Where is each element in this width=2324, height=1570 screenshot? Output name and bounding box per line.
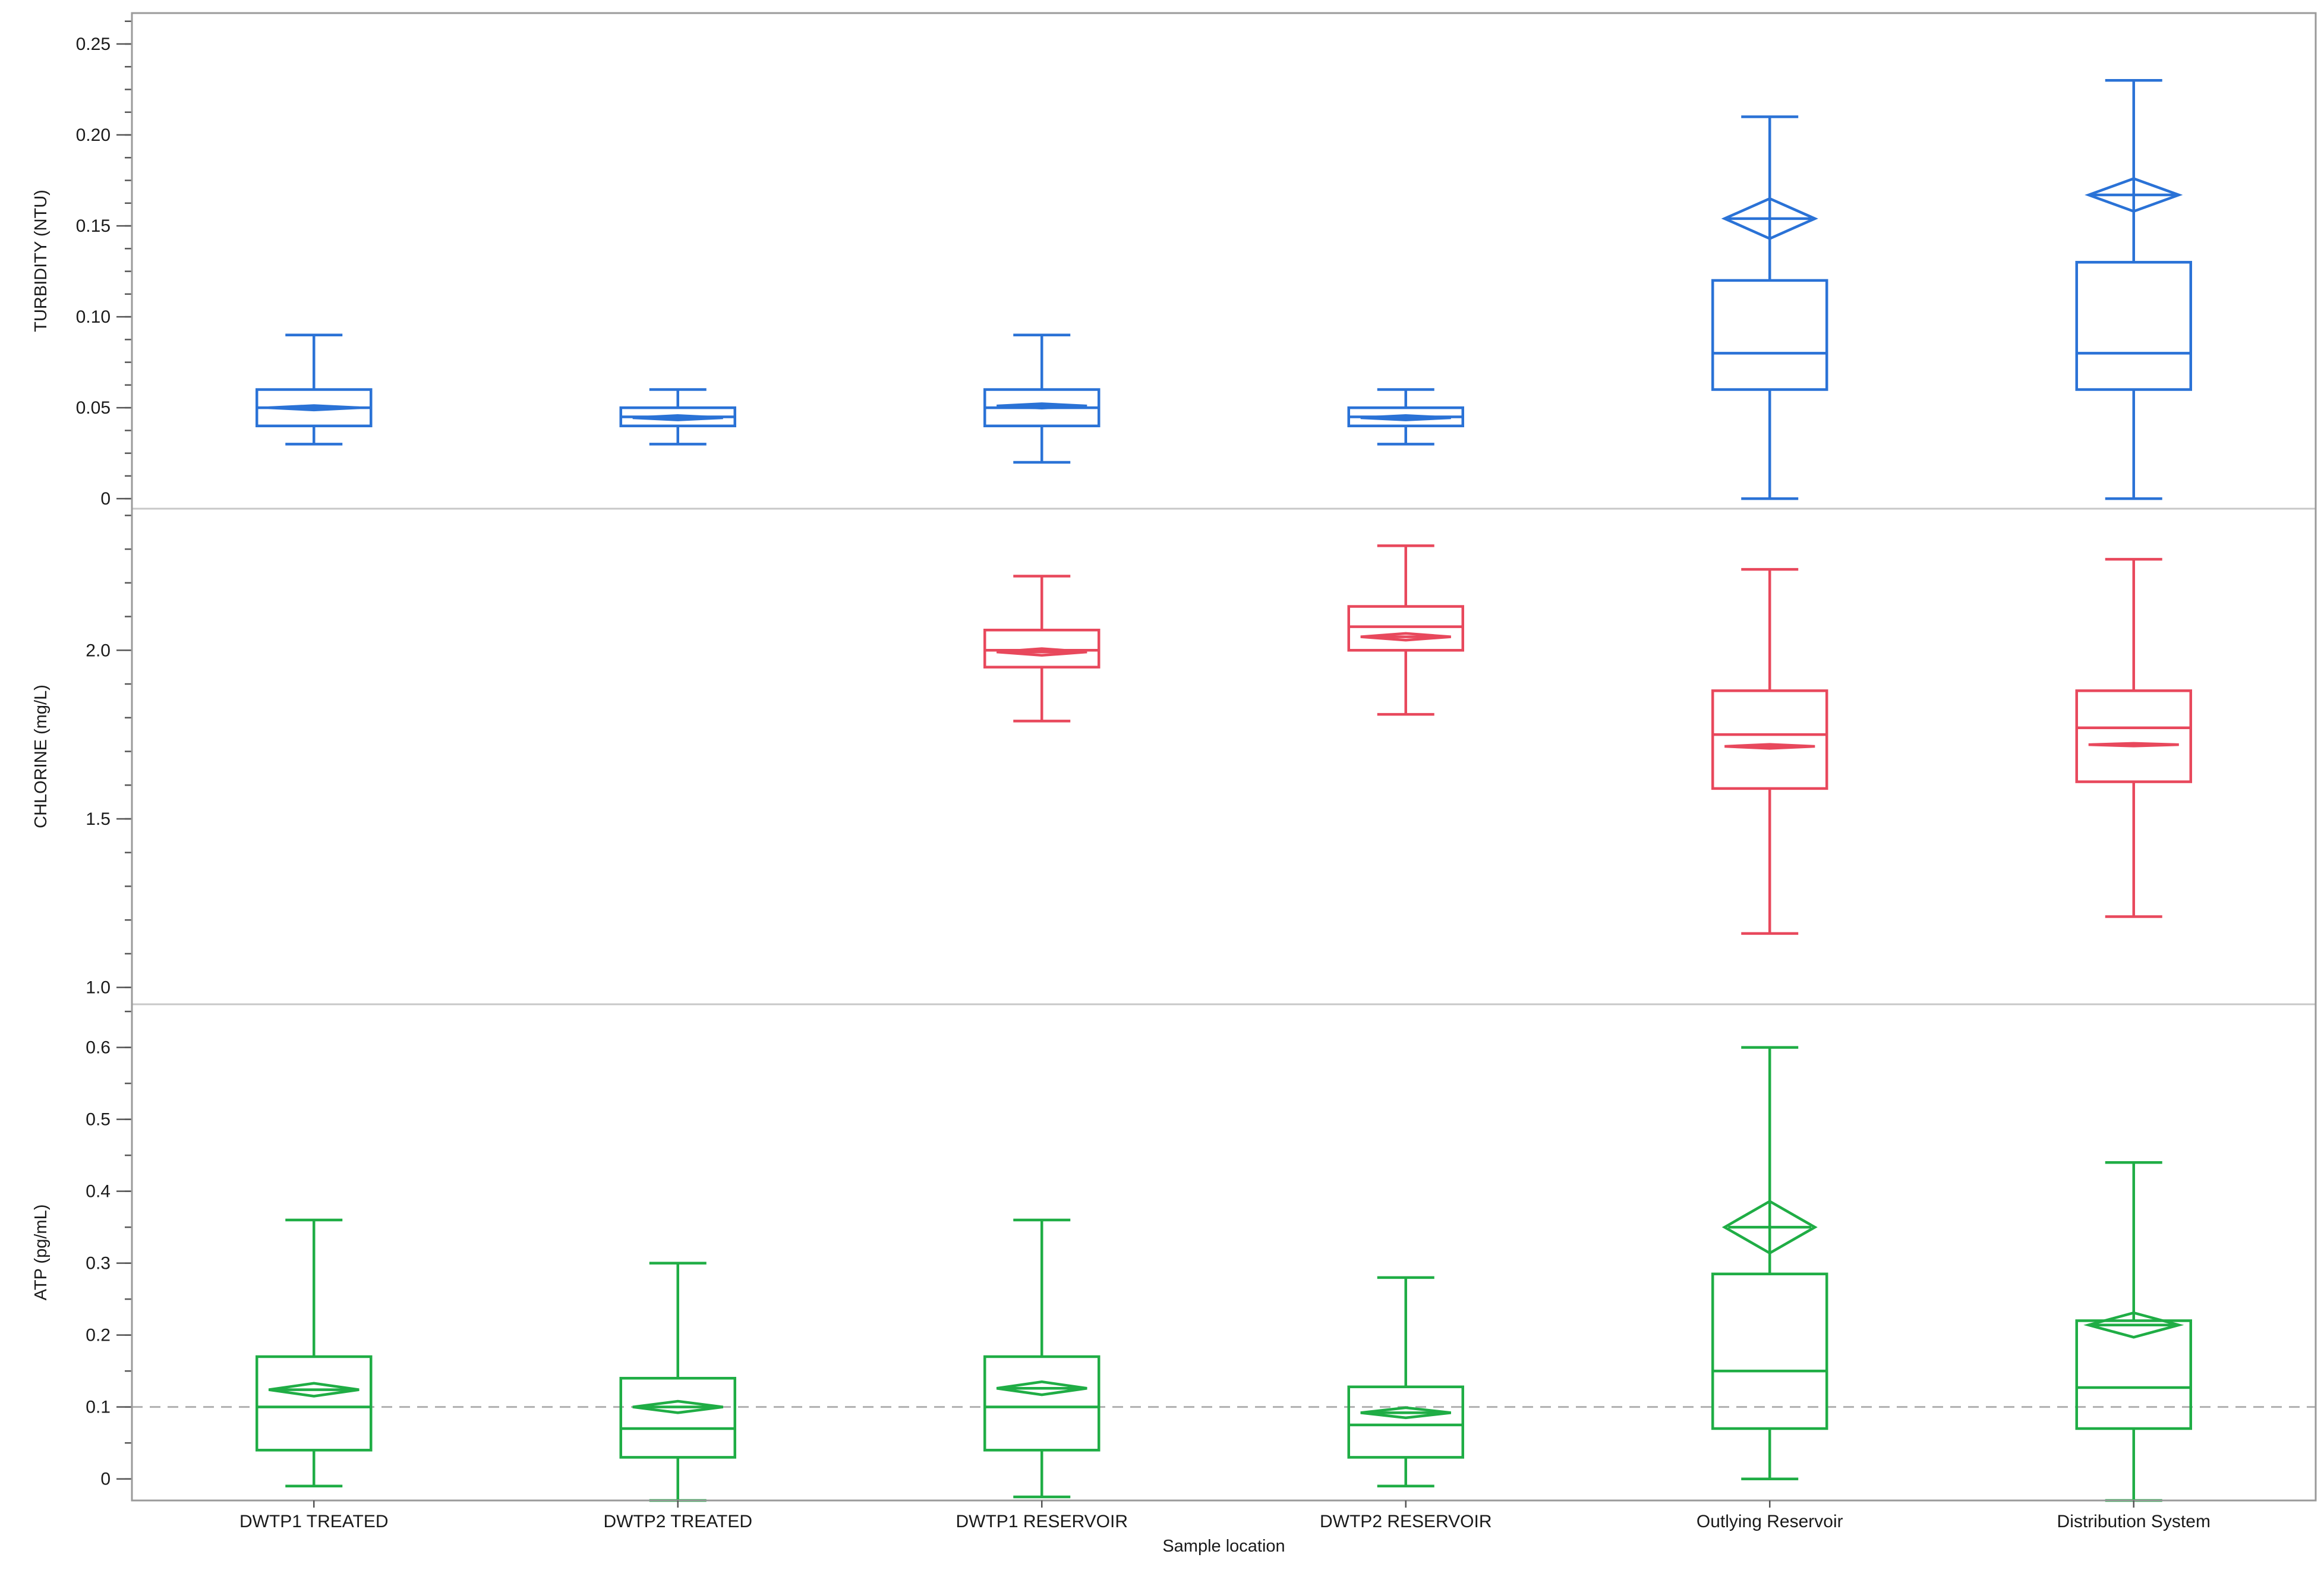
y-tick-label: 0.5 xyxy=(86,1110,111,1130)
iqr-box xyxy=(2075,689,2192,783)
mean-diamond xyxy=(997,402,1087,410)
box-turbidity-6 xyxy=(2075,78,2192,500)
box-turbidity-3 xyxy=(983,333,1100,464)
y-tick-label: 0.20 xyxy=(76,125,111,145)
x-axis: DWTP1 TREATED DWTP2 TREATED DWTP1 RESERVOI… xyxy=(239,1500,2211,1531)
box-turbidity-4 xyxy=(1347,388,1464,446)
y-tick-label: 0 xyxy=(100,489,111,509)
box-chlorine-5 xyxy=(1711,568,1828,935)
mean-diamond xyxy=(632,414,723,421)
y-tick-label: 2.0 xyxy=(86,641,111,660)
y-tick-label: 1.0 xyxy=(86,978,111,998)
box-turbidity-2 xyxy=(619,388,736,446)
iqr-box xyxy=(1347,605,1464,652)
mean-diamond xyxy=(269,404,360,412)
y-tick-label: 0.25 xyxy=(76,34,111,54)
iqr-box xyxy=(619,1377,736,1459)
box-atp-4 xyxy=(1347,1276,1464,1488)
mean-diamond xyxy=(997,647,1087,657)
y-tick-label: 0.6 xyxy=(86,1038,111,1058)
box-turbidity-5 xyxy=(1711,115,1828,500)
y-tick-label: 0.1 xyxy=(86,1398,111,1417)
iqr-box xyxy=(1711,279,1828,391)
mean-diamond xyxy=(1360,632,1451,642)
iqr-box xyxy=(1347,1385,1464,1459)
iqr-box xyxy=(983,1355,1100,1452)
plot-frame xyxy=(131,12,2317,1502)
box-chlorine-4 xyxy=(1347,544,1464,716)
mean-diamond xyxy=(632,1399,724,1414)
y-tick-label: 0.15 xyxy=(76,216,111,236)
mean-diamond xyxy=(2083,1311,2184,1339)
x-category-label: DWTP2 TREATED xyxy=(603,1512,752,1531)
iqr-box xyxy=(2075,1319,2192,1430)
panel-turbidity: 0 0.05 0.10 0.15 0.20 0.25 TURBIDITY (NTU) xyxy=(31,20,2192,509)
y-tick-label: 0 xyxy=(100,1470,111,1489)
x-category-label: Outlying Reservoir xyxy=(1697,1512,1843,1531)
iqr-box xyxy=(983,628,1100,669)
box-turbidity-1 xyxy=(256,333,373,446)
y-tick-label: 0.05 xyxy=(76,398,111,418)
box-atp-1 xyxy=(256,1218,373,1488)
mean-diamond xyxy=(2085,177,2183,213)
mean-diamond xyxy=(1721,197,1818,240)
x-category-label: DWTP1 TREATED xyxy=(239,1512,389,1531)
mean-diamond xyxy=(268,1382,360,1398)
y-tick-label: 0.4 xyxy=(86,1182,111,1202)
y-axis-title-atp: ATP (pg/mL) xyxy=(31,1205,51,1301)
y-tick-label: 1.5 xyxy=(86,809,111,829)
x-category-label: Distribution System xyxy=(2057,1512,2211,1531)
mean-diamond xyxy=(1724,743,1815,750)
panel-chlorine: 1.0 1.5 2.0 CHLORINE (mg/L) xyxy=(31,507,2316,998)
box-atp-3 xyxy=(983,1218,1100,1499)
mean-diamond xyxy=(1360,414,1451,421)
mean-diamond xyxy=(1721,1199,1818,1255)
iqr-box xyxy=(2075,261,2192,391)
box-atp-5 xyxy=(1711,1046,1828,1480)
y-axis-title-turbidity: TURBIDITY (NTU) xyxy=(31,190,51,332)
x-category-label: DWTP1 RESERVOIR xyxy=(956,1512,1128,1531)
x-axis-title: Sample location xyxy=(1162,1537,1285,1556)
y-tick-label: 0.3 xyxy=(86,1254,111,1273)
y-tick-label: 0.2 xyxy=(86,1326,111,1345)
x-category-label: DWTP2 RESERVOIR xyxy=(1320,1512,1492,1531)
iqr-box xyxy=(1711,1272,1828,1430)
box-chlorine-6 xyxy=(2075,557,2192,918)
box-chlorine-3 xyxy=(983,575,1100,723)
mean-diamond xyxy=(996,1380,1087,1396)
y-axis-title-chlorine: CHLORINE (mg/L) xyxy=(31,685,51,828)
mean-diamond xyxy=(1360,1406,1451,1420)
y-tick-label: 0.10 xyxy=(76,307,111,327)
iqr-box xyxy=(256,1355,373,1452)
iqr-box xyxy=(1711,689,1828,790)
